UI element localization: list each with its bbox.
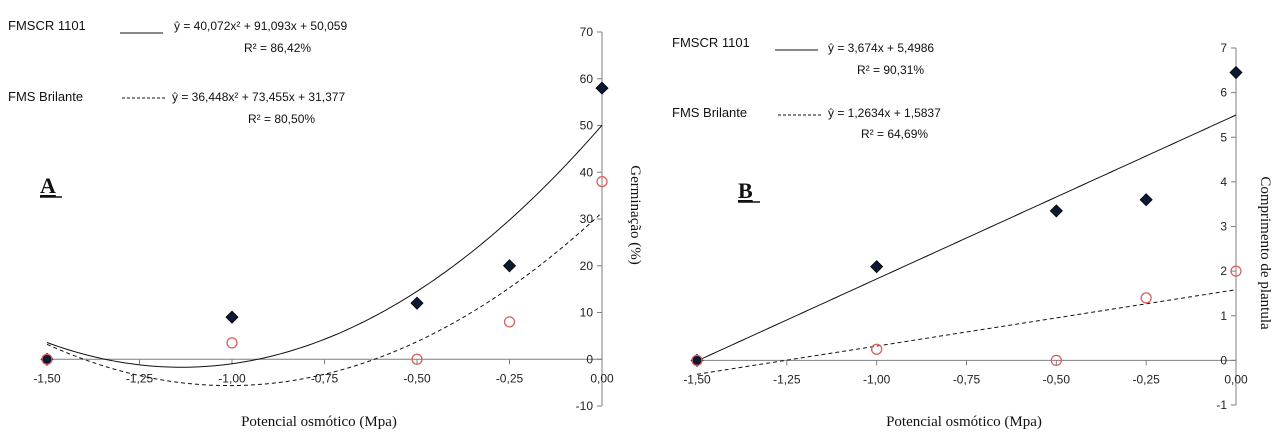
x-tick-label: -1,25 <box>773 372 801 386</box>
x-tick-label: -0,75 <box>311 371 339 385</box>
r-squared-label: R² = 64,69% <box>861 127 928 141</box>
data-point-fms-brilante <box>691 354 703 367</box>
y-tick-label: 7 <box>1220 41 1227 55</box>
y-tick-label: 0 <box>586 352 593 366</box>
x-tick-label: -0,75 <box>953 372 981 386</box>
y-tick-label: 30 <box>580 212 594 226</box>
regression-equation: ŷ = 1,2634x + 1,5837 <box>828 106 941 120</box>
y-tick-label: 0 <box>1220 353 1227 367</box>
y-tick-label: 50 <box>580 119 594 133</box>
y-tick-label: 1 <box>1220 309 1227 323</box>
y-axis-label: Germinação (%) <box>627 165 643 265</box>
regression-equation: ŷ = 3,674x + 5,4986 <box>828 41 934 55</box>
x-axis-label: Potencial osmótico (Mpa) <box>241 414 397 430</box>
data-point-fmscr-1101 <box>1049 204 1063 218</box>
data-point-fmscr-1101 <box>1229 65 1243 80</box>
data-point-fmscr-1101 <box>690 353 704 367</box>
x-tick-label: -0,50 <box>403 371 431 385</box>
data-point-fmscr-1101 <box>225 310 239 324</box>
y-tick-label: 40 <box>580 165 594 179</box>
regression-equation: ŷ = 40,072x² + 91,093x + 50,059 <box>174 19 347 33</box>
y-tick-label: 10 <box>580 306 594 320</box>
data-point-fms-brilante <box>226 337 238 349</box>
y-tick-label: 20 <box>580 259 594 273</box>
x-tick-label: -1,50 <box>33 371 61 385</box>
panel-label: B <box>738 178 753 203</box>
data-point-fms-brilante <box>1050 354 1062 367</box>
x-tick-label: -1,00 <box>218 371 246 385</box>
data-point-fms-brilante <box>1230 265 1242 277</box>
y-tick-label: -10 <box>576 399 594 413</box>
data-point-fmscr-1101 <box>40 352 54 366</box>
y-tick-label: 5 <box>1220 130 1227 144</box>
chart-panel-a: -1,50 -1,25 -1,00 -0,75 -0,50 -0,25 0,00 -10 0 10… <box>8 18 643 430</box>
y-tick-label: 6 <box>1220 86 1227 100</box>
y-axis-label: Comprimento de plantula <box>1257 176 1273 330</box>
y-tick-label: 3 <box>1220 220 1227 234</box>
y-tick-label: 60 <box>580 72 594 86</box>
data-point-fms-brilante <box>871 343 883 355</box>
r-squared-label: R² = 80,50% <box>248 112 315 126</box>
panel-label: A <box>40 173 56 198</box>
r-squared-label: R² = 90,31% <box>857 63 924 77</box>
legend-label: FMSCR 1101 <box>8 18 86 33</box>
data-point-fms-brilante <box>503 316 516 328</box>
x-tick-label: -0,25 <box>496 371 524 385</box>
x-axis-label: Potencial osmótico (Mpa) <box>886 414 1042 430</box>
data-point-fms-brilante <box>1140 292 1152 304</box>
legend-label: FMS Brilante <box>672 105 747 120</box>
data-point-fmscr-1101 <box>870 260 884 274</box>
y-tick-label: -1 <box>1216 398 1227 412</box>
data-point-fms-brilante <box>411 353 423 365</box>
data-point-fmscr-1101 <box>1139 193 1153 207</box>
data-point-fmscr-1101 <box>595 81 609 95</box>
x-tick-label: -1,50 <box>683 372 711 386</box>
legend-label: FMSCR 1101 <box>672 35 750 50</box>
x-tick-label: -1,25 <box>126 371 154 385</box>
trendline-fmscr-1101 <box>46 124 603 368</box>
x-tick-label: -0,25 <box>1132 372 1160 386</box>
data-point-fms-brilante <box>596 175 608 188</box>
chart-panel-b: -1,50 -1,25 -1,00 -0,75 -0,50 -0,25 0,00 -1 0 1 2 3… <box>672 35 1273 430</box>
data-point-fms-brilante <box>41 353 53 365</box>
x-tick-label: 0,00 <box>1224 372 1248 386</box>
trendline-fmscr-1101 <box>696 114 1237 362</box>
data-point-fmscr-1101 <box>502 259 517 273</box>
r-squared-label: R² = 86,42% <box>244 41 311 55</box>
regression-equation: ŷ = 36,448x² + 73,455x + 31,377 <box>172 90 345 104</box>
data-point-fmscr-1101 <box>410 296 424 310</box>
legend-label: FMS Brilante <box>8 89 83 104</box>
x-tick-label: -0,50 <box>1043 372 1071 386</box>
y-tick-label: 4 <box>1220 175 1227 189</box>
x-tick-label: 0,00 <box>590 371 614 385</box>
y-tick-label: 70 <box>580 25 594 39</box>
x-tick-label: -1,00 <box>863 372 891 386</box>
y-tick-label: 2 <box>1220 264 1227 278</box>
